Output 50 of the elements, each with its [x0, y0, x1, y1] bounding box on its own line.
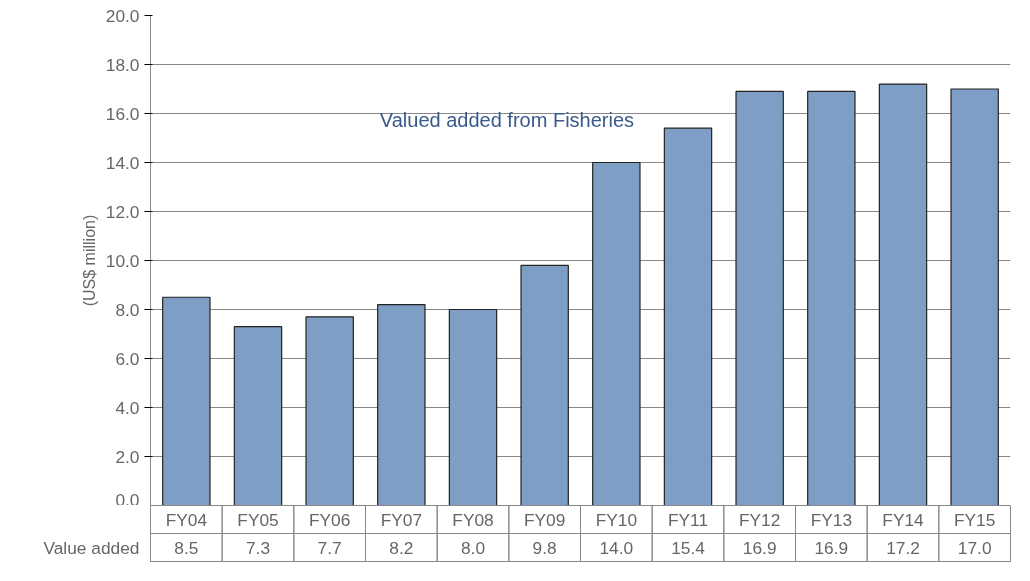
y-tick-label: 6.0 — [115, 348, 140, 369]
x-tick-label: FY15 — [953, 509, 996, 530]
bar — [950, 88, 999, 505]
x-tick-label: FY12 — [738, 509, 781, 530]
data-label: 17.2 — [886, 537, 920, 558]
x-tick-label: FY06 — [308, 509, 351, 530]
data-label: 7.3 — [245, 537, 271, 558]
text: Valued added from Fisheries — [379, 108, 635, 131]
bar — [592, 161, 641, 505]
x-tick-label: FY07 — [380, 509, 423, 530]
bar — [878, 83, 928, 505]
bar — [735, 90, 784, 505]
bar — [162, 296, 211, 505]
data-label: 7.7 — [317, 537, 342, 558]
y-tick-label: 10.0 — [105, 250, 140, 271]
bar — [663, 127, 713, 505]
data-label: 15.4 — [671, 537, 706, 558]
x-tick-label: FY04 — [165, 509, 208, 530]
x-tick-label: FY11 — [667, 509, 709, 530]
x-tick-label: FY08 — [452, 509, 494, 530]
y-tick-label: 18.0 — [105, 54, 140, 75]
data-label: 9.8 — [532, 537, 557, 558]
y-tick-label: 4.0 — [115, 397, 140, 418]
data-label: 8.0 — [460, 537, 486, 558]
data-label: 16.9 — [742, 537, 777, 558]
x-tick-label: FY13 — [810, 509, 853, 530]
y-tick-label: 12.0 — [105, 201, 140, 222]
y-tick-label: 20.0 — [105, 5, 140, 26]
x-tick-label: FY14 — [882, 509, 925, 530]
y-tick-label: 0.0 — [115, 489, 140, 510]
bar — [233, 326, 283, 505]
bar — [377, 304, 426, 505]
data-label: 8.5 — [174, 537, 199, 558]
bar — [448, 308, 498, 505]
data-label: 16.9 — [814, 537, 849, 558]
y-tick-label: 2.0 — [115, 446, 140, 467]
bar — [807, 90, 856, 505]
y-tick-label: 8.0 — [115, 299, 140, 320]
y-tick-label: 16.0 — [105, 103, 140, 124]
data-label: 17.0 — [957, 537, 992, 558]
data-label: 14.0 — [599, 537, 634, 558]
data-label: 8.2 — [389, 537, 414, 558]
x-tick-label: FY09 — [523, 509, 566, 530]
bar — [520, 264, 569, 505]
y-axis-title: (US$ million) — [80, 214, 98, 307]
y-tick-label: 14.0 — [105, 152, 140, 173]
x-tick-label: FY05 — [237, 509, 279, 530]
x-tick-label: FY10 — [595, 509, 638, 530]
bar — [305, 316, 354, 505]
text: Value added — [43, 537, 140, 558]
